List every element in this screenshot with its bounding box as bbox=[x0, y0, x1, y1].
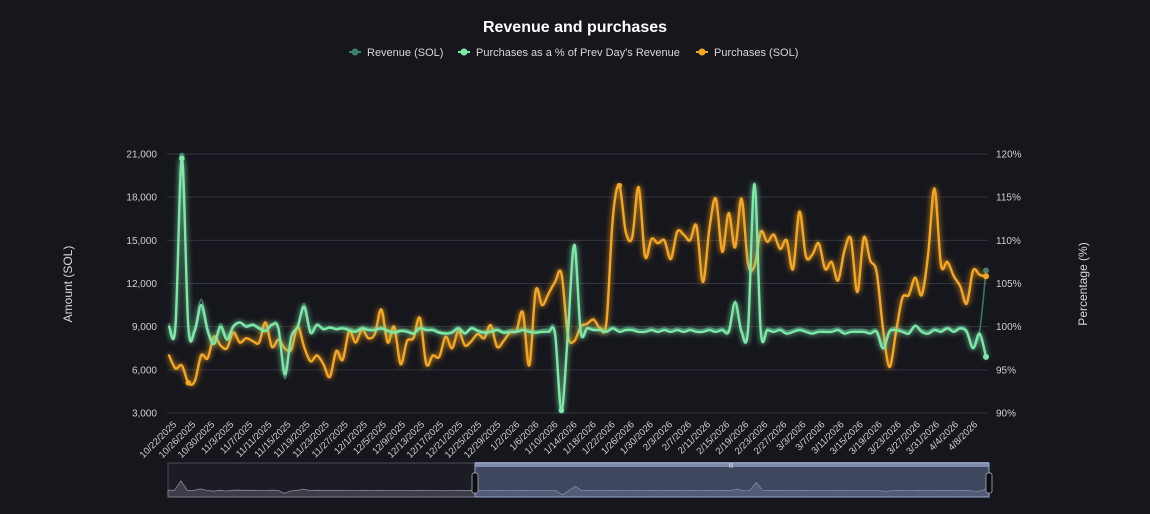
slider-top-bar[interactable] bbox=[475, 462, 989, 467]
y-tick-left: 21,000 bbox=[126, 150, 157, 161]
revenue-point-last[interactable] bbox=[983, 267, 989, 274]
purchases-point-last[interactable] bbox=[983, 273, 989, 280]
legend-label-purchases-pct: Purchases as a % of Prev Day's Revenue bbox=[476, 47, 680, 59]
y-tick-right: 100% bbox=[996, 322, 1022, 333]
y-tick-left: 15,000 bbox=[126, 236, 157, 247]
grid-lines bbox=[167, 153, 988, 414]
purchases-point[interactable] bbox=[185, 379, 192, 386]
y-axis-right: 90% 95% 100% 105% 110% 115% 120% bbox=[996, 150, 1022, 420]
y-axis-left-title: Amount (SOL) bbox=[61, 246, 75, 323]
chart-title: Revenue and purchases bbox=[483, 19, 667, 36]
legend-item-purchases[interactable]: Purchases (SOL) bbox=[696, 47, 798, 59]
y-axis-left: 3,000 6,000 9,000 12,000 15,000 18,000 21,000 bbox=[126, 150, 157, 420]
y-tick-left: 9,000 bbox=[132, 322, 157, 333]
legend-item-purchases-pct[interactable]: Purchases as a % of Prev Day's Revenue bbox=[458, 47, 680, 59]
y-tick-right: 95% bbox=[996, 365, 1016, 376]
slider-grip-icon[interactable]: ||| bbox=[729, 463, 733, 469]
y-tick-left: 18,000 bbox=[126, 193, 157, 204]
x-axis: 10/22/202510/26/202510/30/202511/3/20251… bbox=[138, 419, 980, 460]
series-layer bbox=[167, 152, 989, 414]
y-tick-right: 90% bbox=[996, 409, 1016, 420]
y-tick-right: 120% bbox=[996, 150, 1022, 161]
y-tick-right: 115% bbox=[996, 193, 1021, 204]
slider-handle-left[interactable] bbox=[471, 472, 479, 494]
legend-label-purchases: Purchases (SOL) bbox=[714, 47, 798, 59]
y-axis-right-title: Percentage (%) bbox=[1076, 242, 1090, 325]
purchases-point[interactable] bbox=[616, 182, 623, 189]
slider-selection[interactable] bbox=[474, 462, 990, 498]
legend-marker-purchases-pct bbox=[460, 48, 468, 56]
purchases-pct-point[interactable] bbox=[179, 155, 185, 162]
purchases-pct-point[interactable] bbox=[558, 407, 565, 414]
y-tick-right: 110% bbox=[996, 236, 1021, 247]
slider-handle-right[interactable] bbox=[985, 472, 993, 494]
legend-item-revenue[interactable]: Revenue (SOL) bbox=[349, 47, 443, 59]
y-tick-left: 12,000 bbox=[126, 279, 157, 290]
slider-overview-area bbox=[167, 480, 990, 498]
series-purchases-line-group bbox=[167, 182, 989, 386]
series-purchases-pct-line[interactable] bbox=[167, 157, 988, 412]
y-tick-right: 105% bbox=[996, 279, 1022, 290]
purchases-pct-point-last[interactable] bbox=[983, 353, 989, 360]
legend-marker-revenue bbox=[351, 48, 359, 56]
series-revenue-line-group bbox=[168, 152, 989, 413]
legend-label-revenue: Revenue (SOL) bbox=[367, 47, 443, 59]
legend: Revenue (SOL) Purchases as a % of Prev D… bbox=[349, 47, 798, 59]
zoom-slider[interactable]: ||| bbox=[167, 462, 993, 498]
legend-marker-purchases bbox=[698, 48, 706, 56]
y-tick-left: 3,000 bbox=[132, 409, 157, 420]
series-purchases-pct-line-group bbox=[167, 155, 989, 414]
y-tick-left: 6,000 bbox=[132, 365, 157, 376]
